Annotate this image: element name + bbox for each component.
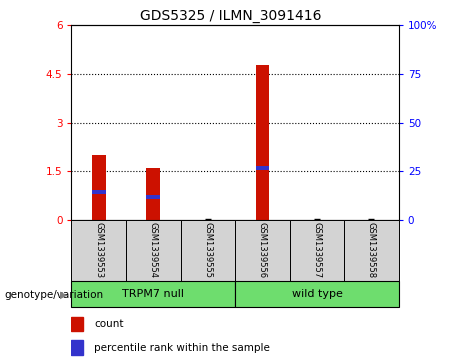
Text: GSM1339556: GSM1339556 [258,223,267,278]
Bar [181,220,235,281]
Text: GSM1339554: GSM1339554 [149,223,158,278]
Bar [92,155,106,220]
Bar [71,220,126,281]
Bar [147,168,160,220]
Bar [71,340,83,355]
Bar [92,190,106,194]
Bar [255,65,269,220]
Text: TRPM7 null: TRPM7 null [122,289,184,299]
Text: ▶: ▶ [60,290,67,300]
Bar [71,281,235,307]
Bar [126,220,181,281]
Text: percentile rank within the sample: percentile rank within the sample [95,343,270,353]
Text: GSM1339555: GSM1339555 [203,223,213,278]
Text: count: count [95,319,124,330]
Text: wild type: wild type [291,289,343,299]
Text: GSM1339553: GSM1339553 [94,223,103,278]
Bar [71,317,83,331]
Bar [147,195,160,199]
Text: GDS5325 / ILMN_3091416: GDS5325 / ILMN_3091416 [140,9,321,23]
Bar [235,281,399,307]
Text: GSM1339557: GSM1339557 [313,223,321,278]
Bar [344,220,399,281]
Text: genotype/variation: genotype/variation [5,290,104,300]
Bar [290,220,344,281]
Bar [235,220,290,281]
Text: GSM1339558: GSM1339558 [367,223,376,278]
Bar [255,166,269,170]
